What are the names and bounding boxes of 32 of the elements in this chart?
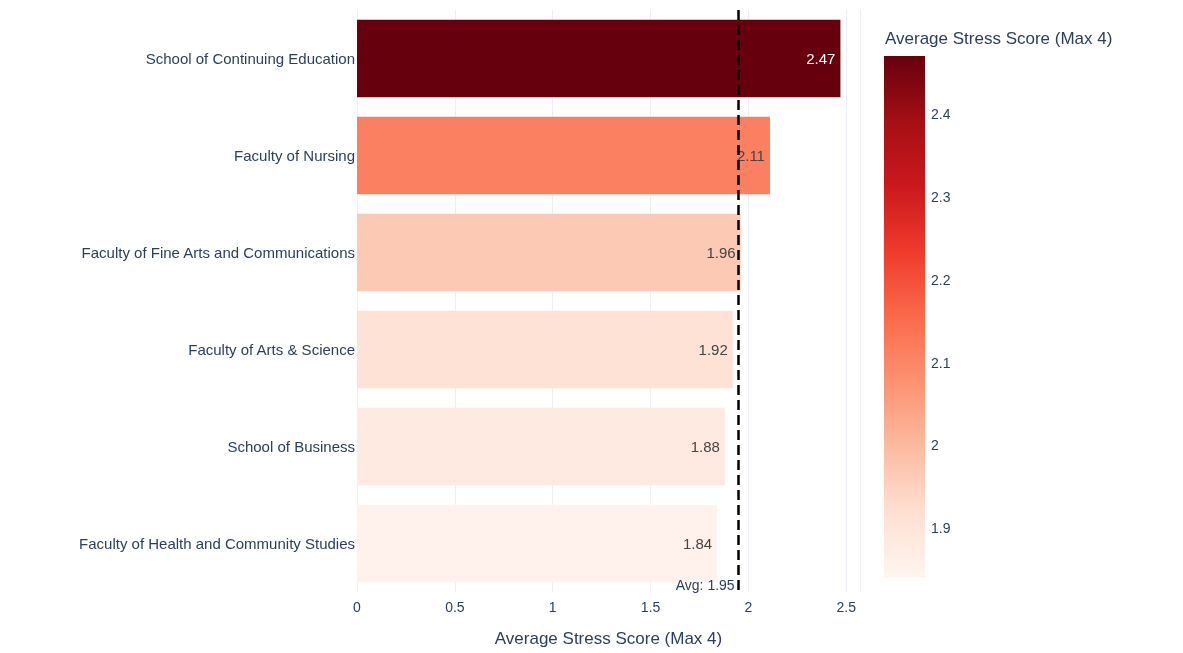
y-tick-label: Faculty of Fine Arts and Communications bbox=[81, 244, 355, 261]
x-tick-label: 0.5 bbox=[445, 599, 465, 615]
y-tick-label: Faculty of Arts & Science bbox=[188, 341, 355, 358]
y-tick-label: School of Business bbox=[227, 438, 355, 455]
y-tick-label: School of Continuing Education bbox=[145, 50, 355, 67]
bar bbox=[357, 116, 770, 195]
color-bar-label: 1.9 bbox=[931, 520, 951, 537]
x-tick-label: 2.5 bbox=[836, 599, 857, 615]
x-tick-label: 2 bbox=[744, 599, 753, 615]
color-bar-label: 2.1 bbox=[931, 354, 951, 371]
data-label: 2.47 bbox=[806, 50, 836, 67]
data-label: 1.84 bbox=[682, 535, 713, 552]
bar bbox=[357, 310, 733, 389]
x-axis-title: Average Stress Score (Max 4) bbox=[494, 629, 723, 648]
bar bbox=[357, 213, 741, 292]
y-tick-label: Faculty of Nursing bbox=[234, 147, 355, 164]
bar bbox=[357, 407, 725, 486]
bar bbox=[357, 19, 841, 98]
data-label: 1.96 bbox=[706, 244, 736, 261]
color-bar-label: 2.4 bbox=[931, 106, 951, 122]
color-bar-label: 2.2 bbox=[931, 271, 951, 288]
color-bar-title: Average Stress Score (Max 4) bbox=[885, 28, 1113, 48]
ref-line-label: Avg: 1.95 bbox=[675, 577, 735, 593]
x-tick-label: 1.5 bbox=[640, 599, 661, 615]
y-tick-label: Faculty of Health and Community Studies bbox=[79, 535, 355, 552]
x-tick-label: 1 bbox=[548, 599, 557, 615]
data-label: 2.11 bbox=[736, 147, 765, 164]
color-bar-label: 2 bbox=[931, 437, 939, 454]
data-label: 1.88 bbox=[690, 438, 720, 455]
x-tick-label: 0 bbox=[353, 599, 362, 615]
color-bar-label: 2.3 bbox=[931, 188, 951, 205]
data-label: 1.92 bbox=[698, 341, 728, 358]
